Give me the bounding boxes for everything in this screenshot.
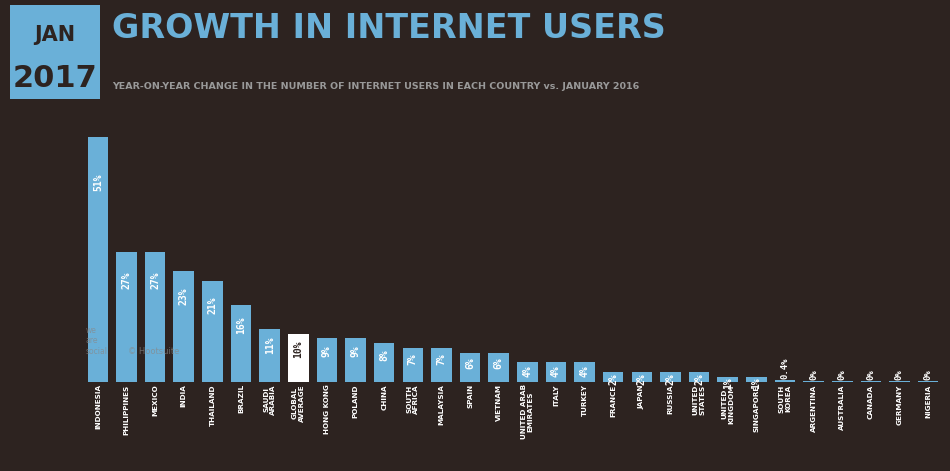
Text: 4%: 4% <box>551 365 560 377</box>
Bar <box>87 137 108 382</box>
Bar <box>574 362 595 382</box>
Text: © Hootsuite: © Hootsuite <box>128 347 180 356</box>
Bar <box>431 348 452 382</box>
Bar <box>746 377 767 382</box>
Bar <box>144 252 165 382</box>
Text: 10%: 10% <box>294 341 303 358</box>
Text: 11%: 11% <box>265 337 275 354</box>
Text: 1%: 1% <box>723 377 732 389</box>
Bar <box>374 343 394 382</box>
Text: 16%: 16% <box>236 317 246 334</box>
Text: 27%: 27% <box>122 272 131 289</box>
Text: 9%: 9% <box>322 345 332 357</box>
Text: we
are
social: we are social <box>86 326 107 356</box>
Text: 27%: 27% <box>150 272 161 289</box>
Text: 0%: 0% <box>866 369 875 380</box>
Bar <box>889 381 910 382</box>
Text: 7%: 7% <box>408 353 418 365</box>
Text: 4%: 4% <box>522 365 532 377</box>
Text: 1%: 1% <box>751 377 761 389</box>
Bar <box>460 353 481 382</box>
Text: 9%: 9% <box>351 345 361 357</box>
Bar <box>517 362 538 382</box>
Text: 2%: 2% <box>665 374 675 385</box>
Bar <box>632 372 652 382</box>
Text: 0%: 0% <box>838 369 846 380</box>
Text: 2%: 2% <box>608 374 618 385</box>
Text: 0%: 0% <box>923 369 933 380</box>
Bar <box>116 252 137 382</box>
Bar <box>832 381 852 382</box>
Bar <box>345 338 366 382</box>
Text: 51%: 51% <box>93 174 103 191</box>
Bar <box>545 362 566 382</box>
Text: YEAR-ON-YEAR CHANGE IN THE NUMBER OF INTERNET USERS IN EACH COUNTRY vs. JANUARY : YEAR-ON-YEAR CHANGE IN THE NUMBER OF INT… <box>112 82 639 91</box>
Bar <box>259 329 280 382</box>
Bar <box>202 281 222 382</box>
Text: 2%: 2% <box>636 374 647 385</box>
Text: 0.4%: 0.4% <box>781 357 789 379</box>
Text: 0%: 0% <box>809 369 818 380</box>
Text: 2017: 2017 <box>12 64 97 93</box>
Bar <box>660 372 681 382</box>
Text: 2%: 2% <box>694 374 704 385</box>
Bar <box>918 381 939 382</box>
Bar <box>603 372 623 382</box>
Text: JAN: JAN <box>34 25 75 45</box>
Text: 21%: 21% <box>207 296 218 314</box>
Text: GROWTH IN INTERNET USERS: GROWTH IN INTERNET USERS <box>112 12 666 45</box>
Text: 0%: 0% <box>895 369 904 380</box>
Text: 23%: 23% <box>179 288 189 306</box>
Bar <box>288 333 309 382</box>
Bar <box>861 381 882 382</box>
Bar <box>403 348 423 382</box>
Bar <box>804 381 824 382</box>
Text: 6%: 6% <box>494 357 504 369</box>
Text: 4%: 4% <box>580 365 590 377</box>
Bar <box>231 305 252 382</box>
Bar <box>689 372 710 382</box>
Text: 6%: 6% <box>466 357 475 369</box>
Text: 8%: 8% <box>379 349 389 361</box>
Bar <box>316 338 337 382</box>
Bar <box>717 377 738 382</box>
Bar <box>174 271 194 382</box>
Bar <box>774 380 795 382</box>
Bar <box>488 353 509 382</box>
Text: 7%: 7% <box>436 353 446 365</box>
